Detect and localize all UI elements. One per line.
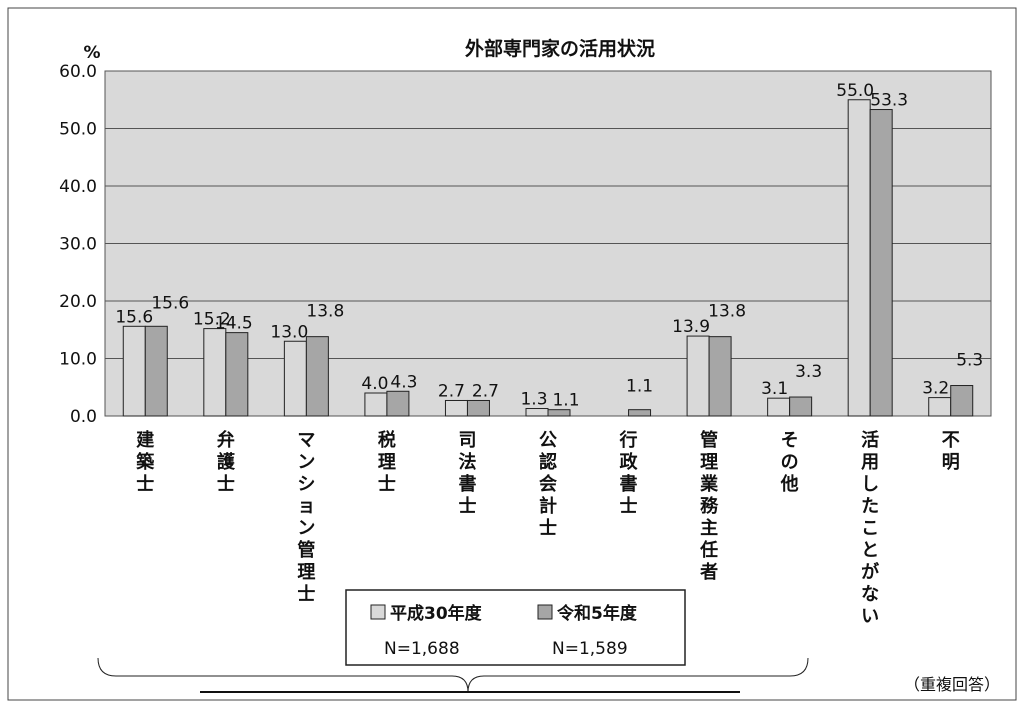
y-axis-unit: %: [83, 43, 100, 63]
category-label: 税理士: [378, 429, 396, 495]
category-label: 行政書士: [619, 429, 639, 517]
data-label: 2.7: [472, 381, 499, 401]
legend-box: [345, 589, 686, 666]
y-tick-label: 50.0: [59, 120, 97, 140]
y-tick-label: 0.0: [70, 407, 97, 427]
bar-h30: [525, 408, 549, 417]
data-label: 3.3: [795, 362, 822, 382]
legend-swatch-r5: [537, 604, 553, 620]
category-label: 司法書士: [458, 430, 476, 517]
bar-h30: [122, 325, 146, 417]
data-label: 13.0: [270, 322, 308, 342]
bar-r5: [305, 336, 329, 417]
bar-r5: [950, 385, 974, 417]
data-label: 3.1: [761, 379, 788, 399]
y-tick-label: 60.0: [59, 62, 97, 82]
category-label: 活用したことがない: [861, 429, 879, 627]
y-tick-label: 40.0: [59, 177, 97, 197]
bar-r5: [466, 399, 490, 417]
legend: 平成30年度 N=1,688 令和5年度 N=1,589: [345, 589, 686, 666]
bar-r5: [628, 409, 652, 417]
data-label: 15.2: [193, 310, 231, 330]
bar-h30: [444, 399, 468, 417]
bar-r5: [708, 336, 732, 417]
category-label: その他: [780, 430, 799, 495]
data-label: 4.0: [361, 374, 388, 394]
data-label: 1.1: [552, 391, 579, 411]
bar-r5: [225, 332, 249, 417]
category-label: 管理業務主任者: [699, 429, 719, 583]
bar-h30: [203, 328, 227, 417]
category-label: マンション管理士: [297, 430, 315, 605]
category-label: 建築士: [135, 429, 155, 495]
data-label: 1.3: [520, 390, 547, 410]
data-label: 53.3: [870, 91, 908, 111]
bar-r5: [547, 409, 571, 417]
data-label: 13.8: [306, 302, 344, 322]
data-label: 2.7: [438, 381, 465, 401]
data-label: 55.0: [836, 81, 874, 101]
grid-lines: [105, 128, 991, 359]
data-label: 14.5: [215, 314, 253, 334]
y-tick-label: 10.0: [59, 350, 97, 370]
category-label: 公認会計士: [539, 430, 557, 539]
chart-title: 外部専門家の活用状況: [465, 37, 655, 60]
bar-h30: [283, 340, 307, 417]
bar-h30: [767, 397, 791, 417]
data-label: 13.8: [708, 302, 746, 322]
bar-r5: [869, 109, 893, 417]
bars: [122, 99, 974, 417]
data-label: 3.2: [922, 379, 949, 399]
data-label: 15.6: [151, 293, 189, 313]
category-labels: 建築士 弁護士 マンション管理士 税理士 司法書士 公認会計士 行政書士 管理業務主任者 その他…: [135, 429, 959, 627]
data-labels: 15.615.615.214.5 13.013.84.0 4.3 2.7 2.7 1.3 1…: [115, 81, 983, 411]
legend-label-h30: 平成30年度: [390, 603, 483, 624]
category-label: 不明: [942, 430, 960, 473]
bar-h30: [847, 99, 871, 417]
y-axis-tick-labels: 0.0 10.0 20.0 30.0 40.0 50.0 60.0: [59, 62, 97, 427]
bar-h30: [364, 392, 388, 417]
data-label: 4.3: [390, 372, 417, 392]
bar-h30: [928, 397, 952, 417]
bar-r5: [386, 390, 410, 417]
data-label: 15.6: [115, 307, 153, 327]
data-label: 1.1: [626, 377, 653, 397]
note-multiple-answers: （重複回答）: [904, 675, 1000, 694]
bar-r5: [789, 396, 813, 417]
legend-n-r5: N=1,589: [552, 639, 628, 659]
legend-label-r5: 令和5年度: [557, 603, 638, 624]
legend-swatch-h30: [370, 604, 386, 620]
data-label: 5.3: [956, 351, 983, 371]
data-label: 13.9: [672, 317, 710, 337]
category-label: 弁護士: [217, 429, 236, 495]
bar-r5: [144, 325, 168, 417]
y-tick-label: 30.0: [59, 235, 97, 255]
bar-h30: [686, 335, 710, 417]
legend-n-h30: N=1,688: [384, 639, 460, 659]
y-tick-label: 20.0: [59, 292, 97, 312]
